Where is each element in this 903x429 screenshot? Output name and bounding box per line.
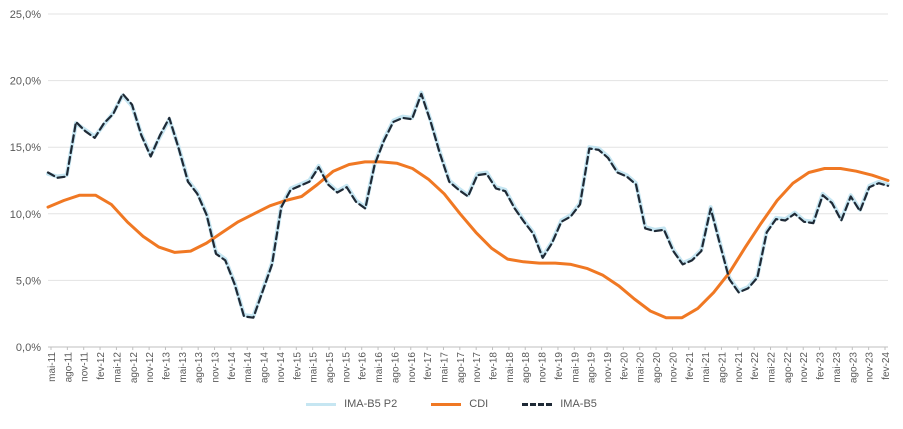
- legend-item-cdi: CDI: [431, 398, 488, 410]
- x-tick-label: ago-21: [717, 352, 728, 384]
- x-tick-label: mai-22: [767, 352, 778, 383]
- x-tick-label: nov-23: [865, 352, 876, 383]
- x-tick-label: mai-11: [47, 352, 58, 382]
- x-tick-label: nov-14: [276, 352, 287, 383]
- x-tick-label: mai-13: [178, 352, 189, 383]
- x-tick-label: mai-15: [309, 352, 320, 383]
- x-tick-label: nov-17: [472, 352, 483, 383]
- x-tick-label: fev-12: [96, 352, 107, 380]
- x-tick-label: nov-12: [145, 352, 156, 383]
- x-tick-label: nov-20: [668, 352, 679, 383]
- x-tick-label: ago-11: [63, 352, 74, 383]
- x-tick-label: fev-22: [750, 352, 761, 380]
- x-tick-label: mai-12: [112, 352, 123, 383]
- x-tick-label: ago-15: [325, 352, 336, 384]
- y-tick-label: 5,0%: [16, 275, 41, 287]
- x-tick-label: ago-23: [848, 352, 859, 384]
- x-tick-label: fev-16: [358, 352, 369, 380]
- x-tick-label: nov-19: [603, 352, 614, 383]
- series-line-ima-b5: [46, 92, 890, 319]
- x-tick-label: nov-18: [538, 352, 549, 383]
- x-tick-label: fev-17: [423, 352, 434, 380]
- y-axis: 0,0% 5,0% 10,0% 15,0% 20,0% 25,0%: [10, 9, 41, 354]
- legend-label: IMA-B5: [560, 398, 597, 410]
- y-tick-label: 15,0%: [10, 142, 41, 154]
- series-line-ima-b5-p2: [46, 90, 890, 319]
- legend-item-ima-b5-p2: IMA-B5 P2: [306, 398, 397, 410]
- x-tick-label: nov-16: [407, 352, 418, 383]
- x-tick-label: ago-19: [587, 352, 598, 384]
- legend-swatch-cdi: [431, 402, 462, 406]
- x-tick-label: ago-20: [652, 352, 663, 384]
- x-tick-label: fev-23: [816, 352, 827, 380]
- plot-area: [46, 90, 890, 320]
- x-tick-label: mai-18: [505, 352, 516, 383]
- x-tick-label: mai-14: [243, 352, 254, 383]
- legend-swatch-ima-b5: [522, 402, 553, 406]
- y-tick-label: 10,0%: [10, 209, 41, 221]
- y-tick-label: 0,0%: [16, 342, 41, 354]
- x-tick-label: ago-12: [129, 352, 140, 384]
- legend-label: IMA-B5 P2: [344, 398, 398, 410]
- x-tick-label: fev-21: [685, 352, 696, 380]
- x-tick-label: mai-23: [832, 352, 843, 383]
- x-tick-label: mai-21: [701, 352, 712, 383]
- legend-label: CDI: [469, 398, 489, 410]
- x-tick-label: nov-13: [211, 352, 222, 383]
- y-tick-label: 20,0%: [10, 76, 41, 88]
- x-tick-label: fev-24: [881, 352, 892, 380]
- x-tick-label: fev-15: [292, 352, 303, 380]
- legend-item-ima-b5: IMA-B5: [522, 398, 597, 410]
- x-tick-label: nov-21: [734, 352, 745, 383]
- x-tick-label: ago-22: [783, 352, 794, 384]
- x-tick-label: nov-11: [80, 352, 91, 382]
- x-tick-label: ago-13: [194, 352, 205, 384]
- x-tick-label: ago-17: [456, 352, 467, 384]
- x-tick-label: nov-15: [341, 352, 352, 383]
- x-tick-label: mai-20: [636, 352, 647, 383]
- legend-swatch-ima-b5-p2: [306, 402, 337, 406]
- x-tick-label: mai-17: [439, 352, 450, 383]
- legend: IMA-B5 P2 CDI IMA-B5: [0, 398, 903, 410]
- y-tick-label: 25,0%: [10, 9, 41, 21]
- x-tick-label: ago-14: [260, 352, 271, 384]
- x-tick-label: mai-19: [570, 352, 581, 383]
- x-tick-label: ago-18: [521, 352, 532, 384]
- x-tick-label: nov-22: [799, 352, 810, 383]
- x-tick-label: ago-16: [390, 352, 401, 384]
- x-tick-label: fev-14: [227, 352, 238, 380]
- series-line-cdi: [46, 160, 890, 320]
- x-tick-label: mai-16: [374, 352, 385, 383]
- x-tick-label: fev-19: [554, 352, 565, 380]
- x-axis: mai-11 ago-11 nov-11 fev-12 mai-12 ago-12 nov-…: [47, 347, 892, 383]
- grid: [48, 13, 888, 348]
- x-tick-label: fev-18: [489, 352, 500, 380]
- x-tick-label: fev-13: [161, 352, 172, 380]
- x-tick-label: fev-20: [619, 352, 630, 380]
